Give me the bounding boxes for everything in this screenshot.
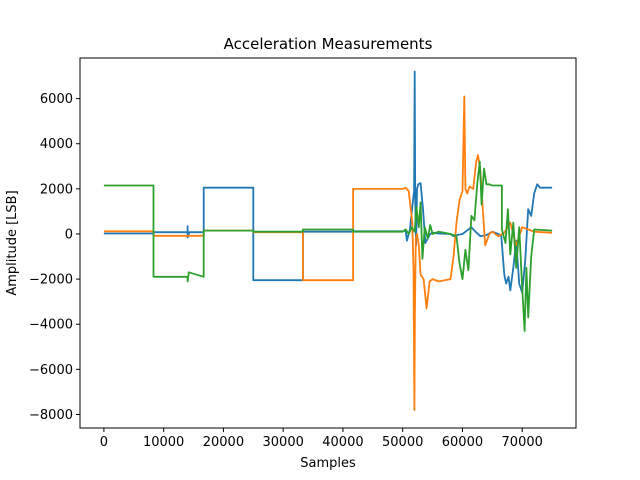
y-tick-label: −4000 xyxy=(29,318,73,333)
y-tick-label: −6000 xyxy=(29,363,73,378)
series-3-line xyxy=(103,160,553,332)
x-axis-title: Samples xyxy=(300,456,356,471)
x-tick-label: 20000 xyxy=(203,435,244,450)
y-axis-ticks: −8000 −6000 −4000 −2000 0 2000 4000 6000 xyxy=(29,92,80,423)
x-tick-label: 70000 xyxy=(502,435,543,450)
series-2-line xyxy=(103,95,553,411)
x-tick-label: 10000 xyxy=(143,435,184,450)
x-tick-label: 60000 xyxy=(442,435,483,450)
y-tick-label: 2000 xyxy=(40,182,73,197)
y-tick-label: 0 xyxy=(65,227,73,242)
x-tick-label: 0 xyxy=(100,435,108,450)
y-axis-title: Amplitude [LSB] xyxy=(5,190,20,295)
y-tick-label: 6000 xyxy=(40,92,73,107)
y-tick-label: 4000 xyxy=(40,137,73,152)
plot-lines xyxy=(103,70,553,411)
x-tick-label: 30000 xyxy=(263,435,304,450)
plot-frame xyxy=(79,57,577,429)
x-axis-ticks: 0 10000 20000 30000 40000 50000 60000 70000 xyxy=(100,428,543,450)
y-tick-label: −2000 xyxy=(29,273,73,288)
x-tick-label: 40000 xyxy=(322,435,363,450)
y-tick-label: −8000 xyxy=(29,408,73,423)
x-tick-label: 50000 xyxy=(382,435,423,450)
chart-title: Acceleration Measurements xyxy=(224,35,433,53)
